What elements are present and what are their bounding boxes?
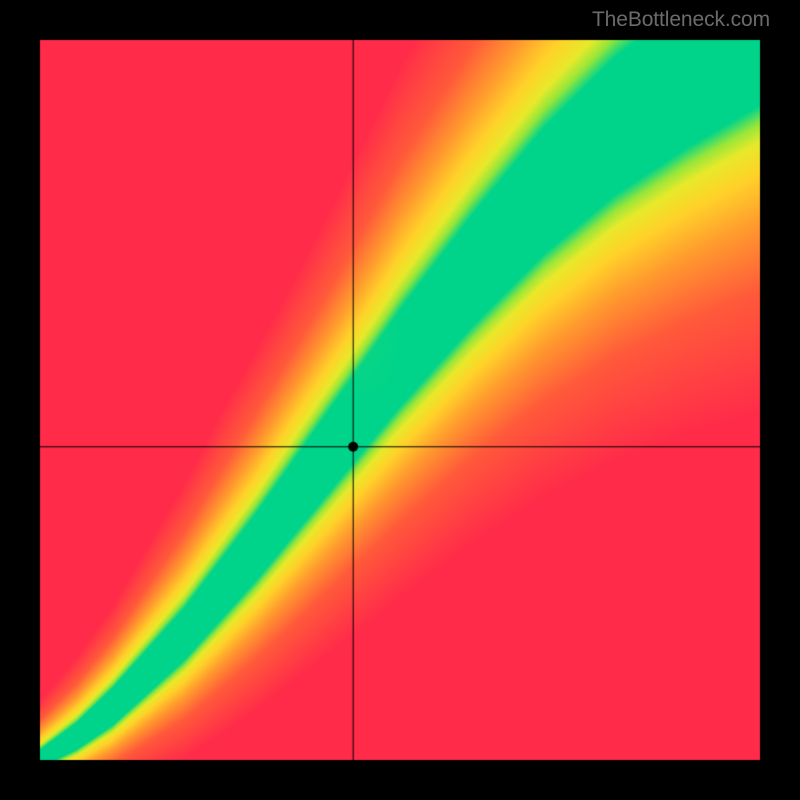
bottleneck-heatmap [0, 0, 800, 800]
watermark-text: TheBottleneck.com [592, 8, 770, 32]
